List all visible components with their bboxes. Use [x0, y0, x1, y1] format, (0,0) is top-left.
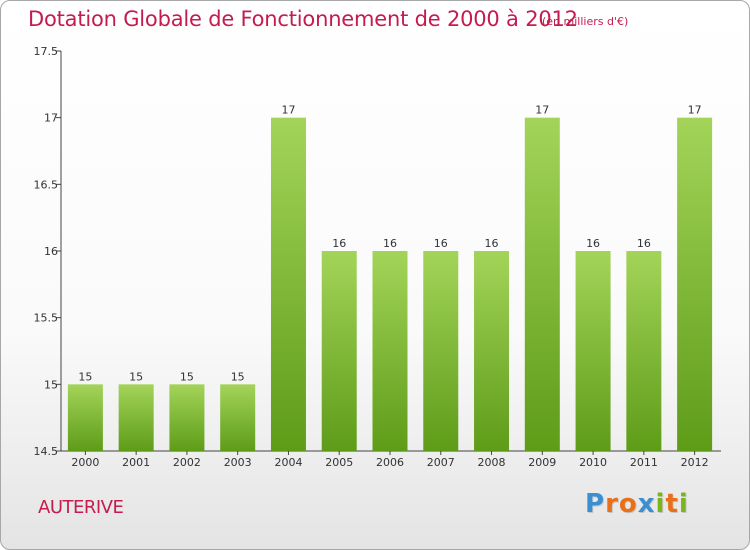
x-tick-label: 2010: [579, 456, 607, 469]
x-tick-label: 2003: [224, 456, 252, 469]
bar: [372, 251, 408, 451]
logo-letter: i: [678, 489, 689, 519]
place-name: AUTERIVE: [38, 497, 124, 518]
bar: [474, 251, 510, 451]
x-tick-label: 2008: [478, 456, 506, 469]
bar: [677, 117, 713, 452]
data-label: 15: [129, 370, 143, 383]
x-tick-label: 2005: [325, 456, 353, 469]
chart-title: Dotation Globale de Fonctionnement de 20…: [28, 7, 578, 31]
data-label: 15: [180, 370, 194, 383]
y-tick-label: 16.5: [34, 178, 59, 191]
data-label: 16: [332, 237, 346, 250]
logo-letter: i: [655, 489, 666, 519]
data-label: 17: [535, 104, 549, 117]
bar: [423, 251, 459, 451]
x-tick-label: 2001: [122, 456, 150, 469]
data-label: 17: [281, 104, 295, 117]
bar: [169, 384, 205, 451]
bar: [575, 251, 611, 451]
data-label: 16: [434, 237, 448, 250]
x-tick-label: 2009: [528, 456, 556, 469]
y-tick-label: 17: [44, 112, 58, 125]
bar: [524, 117, 560, 452]
bar: [270, 117, 306, 452]
x-tick-label: 2011: [630, 456, 658, 469]
unit-note: (en milliers d'€): [542, 15, 629, 28]
data-label: 16: [637, 237, 651, 250]
data-label: 16: [485, 237, 499, 250]
logo-letter: x: [637, 489, 656, 519]
x-tick-label: 2006: [376, 456, 404, 469]
y-tick-label: 16: [44, 245, 58, 258]
data-label: 16: [383, 237, 397, 250]
logo-letter: r: [605, 489, 619, 519]
data-label: 17: [688, 104, 702, 117]
bar: [118, 384, 154, 451]
x-tick-label: 2012: [681, 456, 709, 469]
bar: [626, 251, 662, 451]
x-tick-label: 2007: [427, 456, 455, 469]
proxiti-logo[interactable]: Proxiti: [585, 489, 689, 519]
bar: [67, 384, 103, 451]
bar: [220, 384, 256, 451]
y-tick-label: 15: [44, 378, 58, 391]
x-tick-label: 2002: [173, 456, 201, 469]
data-label: 15: [78, 370, 92, 383]
data-label: 15: [231, 370, 245, 383]
y-tick-label: 15.5: [34, 312, 59, 325]
x-tick-label: 2000: [71, 456, 99, 469]
bar: [321, 251, 357, 451]
logo-letter: t: [665, 489, 679, 519]
logo-letter: P: [585, 489, 606, 519]
x-tick-label: 2004: [274, 456, 302, 469]
y-tick-label: 14.5: [34, 445, 59, 458]
y-tick-label: 17.5: [34, 45, 59, 58]
data-label: 16: [586, 237, 600, 250]
logo-letter: o: [618, 489, 638, 519]
